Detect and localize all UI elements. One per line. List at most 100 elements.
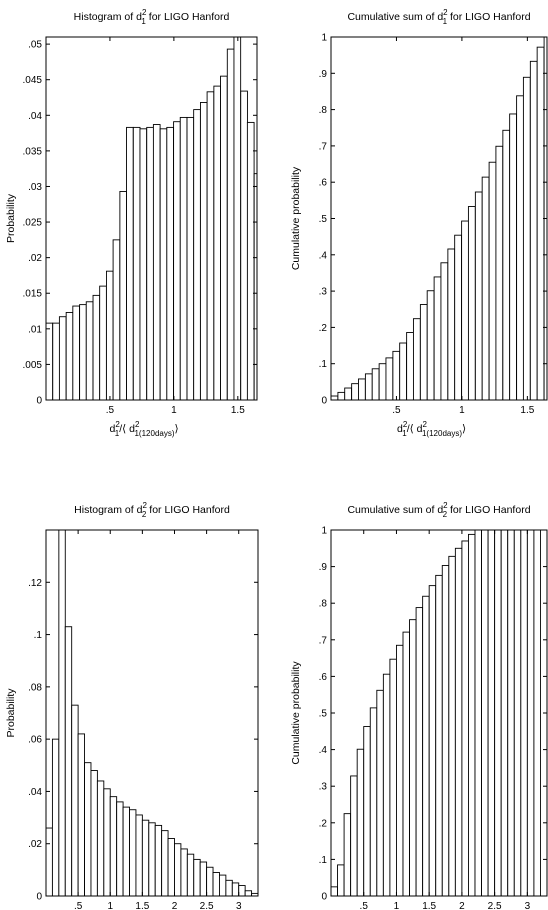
y-tick-label: .6 xyxy=(319,178,328,189)
bar xyxy=(461,540,469,896)
bar xyxy=(481,176,490,400)
y-tick-label: .4 xyxy=(319,250,328,261)
bar xyxy=(96,780,105,896)
bar xyxy=(238,885,246,896)
bar xyxy=(474,191,483,400)
bar xyxy=(212,872,220,896)
bar xyxy=(507,530,515,896)
y-tick-label: .025 xyxy=(23,218,43,229)
bar xyxy=(225,879,233,896)
bar xyxy=(454,234,462,400)
x-tick-label: 1 xyxy=(459,405,465,416)
bar xyxy=(180,848,188,896)
bar xyxy=(122,806,130,896)
bar xyxy=(52,322,60,400)
bar xyxy=(337,391,346,400)
x-tick-label: 1.5 xyxy=(231,405,245,416)
y-tick-label: .2 xyxy=(319,323,328,334)
y-tick-label: .01 xyxy=(28,324,42,335)
bar xyxy=(331,395,339,400)
bar xyxy=(244,890,253,896)
y-tick-label: .015 xyxy=(23,289,43,300)
y-tick-label: .9 xyxy=(319,562,328,573)
y-tick-label: .05 xyxy=(28,40,42,51)
bar xyxy=(92,294,101,400)
bars xyxy=(46,37,257,400)
y-tick-label: .08 xyxy=(28,682,42,693)
x-tick-label: 2.5 xyxy=(200,901,214,910)
chart-title: Cumulative sum of d2 2 for LIGO Hanford xyxy=(347,501,530,519)
bar xyxy=(351,383,359,400)
bar xyxy=(90,770,98,896)
bar xyxy=(166,126,174,400)
bar xyxy=(441,565,450,896)
bar xyxy=(220,75,228,400)
bar xyxy=(51,738,60,896)
bar xyxy=(253,173,257,400)
bar xyxy=(231,882,240,896)
bar xyxy=(522,76,531,400)
y-tick-label: .8 xyxy=(319,105,328,116)
y-axis-label: Probability xyxy=(5,193,17,243)
bar xyxy=(433,276,442,400)
bar xyxy=(399,342,408,400)
bar xyxy=(454,547,463,896)
bar xyxy=(126,126,134,400)
y-tick-label: .1 xyxy=(34,630,43,641)
bar xyxy=(179,116,188,400)
bar xyxy=(540,530,547,896)
y-tick-label: .03 xyxy=(28,182,42,193)
bar xyxy=(193,109,201,400)
bar xyxy=(509,113,517,400)
bar xyxy=(448,555,456,896)
x-tick-label: .5 xyxy=(360,901,369,910)
y-tick-label: .02 xyxy=(28,253,42,264)
y-tick-label: .4 xyxy=(319,745,328,756)
bar xyxy=(529,60,538,400)
bars xyxy=(331,37,547,400)
bar xyxy=(148,822,156,896)
y-tick-label: .035 xyxy=(23,146,43,157)
y-tick-label: .2 xyxy=(319,818,328,829)
y-tick-label: .04 xyxy=(28,787,42,798)
bar xyxy=(350,775,358,896)
bar xyxy=(344,387,353,400)
chart-title: Histogram of d2 2 for LIGO Hanford xyxy=(74,501,230,519)
bar xyxy=(402,631,411,896)
bar xyxy=(385,357,394,400)
bar xyxy=(109,796,118,896)
bar xyxy=(533,530,541,896)
y-tick-label: .12 xyxy=(28,578,42,589)
y-tick-label: .1 xyxy=(319,359,328,370)
axes-box xyxy=(45,529,259,897)
x-axis-label: d2 1/⟨ d2 1(120days)⟩ xyxy=(397,420,466,438)
bar xyxy=(412,318,421,400)
histogram-d2-panel: 0 .02 .04 .06 .08 .1 .12 .5 1 1.5 2 2.5 3 Histogram o… xyxy=(5,501,259,910)
bar xyxy=(58,530,66,896)
y-axis-label: Cumulative probability xyxy=(290,661,302,765)
x-tick-label: 1 xyxy=(171,405,177,416)
bar xyxy=(419,304,428,400)
x-tick-label: 1 xyxy=(107,901,113,910)
bar xyxy=(396,644,404,896)
y-tick-label: .6 xyxy=(319,672,328,683)
y-tick-label: .7 xyxy=(319,635,328,646)
y-tick-label: .3 xyxy=(319,782,328,793)
bar xyxy=(103,788,111,896)
bar xyxy=(369,707,378,896)
bar xyxy=(129,809,137,896)
chart-title: Cumulative sum of d2 1 for LIGO Hanford xyxy=(347,8,530,26)
x-tick-label: 3 xyxy=(236,901,242,910)
bar xyxy=(206,91,215,400)
bar xyxy=(467,206,476,400)
bar xyxy=(71,704,79,896)
y-tick-label: 1 xyxy=(321,33,327,44)
bar xyxy=(536,46,545,400)
x-tick-label: 1.5 xyxy=(422,901,436,910)
bar xyxy=(99,285,107,400)
bar xyxy=(186,116,195,400)
x-axis-label: d2 1/⟨ d2 1(120days)⟩ xyxy=(110,420,179,438)
bar xyxy=(240,90,248,400)
x-tick-label: 2 xyxy=(459,901,465,910)
